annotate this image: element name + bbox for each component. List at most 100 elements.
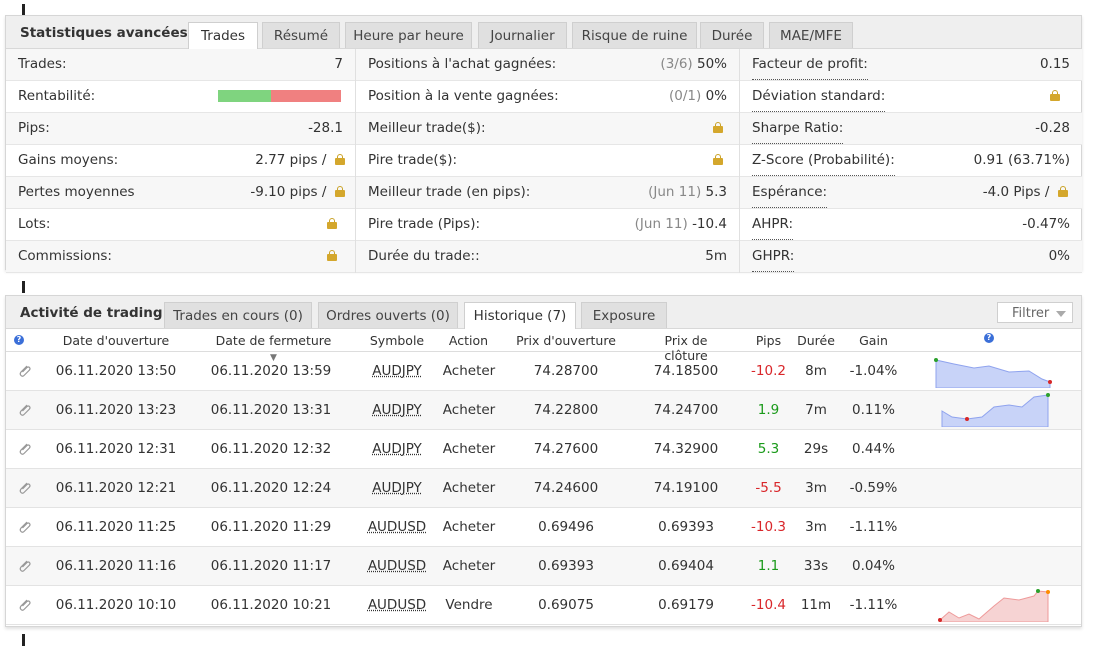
cell-duration: 11m — [800, 597, 832, 613]
stat-label-tooltip[interactable]: Z-Score (Probabilité): — [752, 145, 895, 176]
table-row[interactable]: 06.11.2020 13:50 06.11.2020 13:59 AUDJPY… — [6, 352, 1081, 391]
stats-column-trades: Positions à l'achat gagnées: (3/6) 50% P… — [355, 49, 739, 273]
cell-symbol-link[interactable]: AUDUSD — [367, 519, 427, 535]
stat-note: (3/6) — [660, 56, 693, 72]
lock-icon[interactable] — [1058, 186, 1068, 197]
stat-value: 5m — [705, 248, 727, 264]
col-close-date[interactable]: Date de fermeture ▼ — [211, 333, 336, 363]
stat-row-trades: Trades: 7 — [6, 49, 355, 81]
tab-exposure[interactable]: Exposure — [581, 302, 667, 328]
paperclip-icon[interactable] — [18, 598, 32, 612]
col-open-price[interactable]: Prix d'ouverture — [516, 333, 616, 348]
table-row[interactable]: 06.11.2020 11:16 06.11.2020 11:17 AUDUSD… — [6, 547, 1081, 586]
stat-value-text: 5.3 — [705, 184, 727, 200]
help-icon[interactable]: ? — [14, 335, 24, 345]
tab-daily[interactable]: Journalier — [478, 22, 567, 48]
stat-row-trade-duration: Durée du trade:: 5m — [356, 241, 739, 273]
cell-gain: -1.04% — [849, 363, 898, 379]
stat-label: Rentabilité: — [18, 88, 96, 104]
profitability-bar — [218, 90, 341, 102]
stat-value: 2.77 pips / — [255, 145, 345, 175]
stat-row-worst-trade-pips: Pire trade (Pips): (Jun 11) -10.4 — [356, 209, 739, 241]
cell-close-price: 74.18500 — [653, 363, 719, 379]
cell-symbol-link[interactable]: AUDJPY — [372, 402, 422, 418]
table-row[interactable]: 06.11.2020 12:31 06.11.2020 12:32 AUDJPY… — [6, 430, 1081, 469]
stat-value: 7 — [334, 56, 343, 72]
stat-label-tooltip[interactable]: Facteur de profit: — [752, 49, 868, 80]
tab-open-orders[interactable]: Ordres ouverts (0) — [318, 302, 458, 328]
lock-icon[interactable] — [713, 154, 723, 165]
sparkline-end-dot — [1048, 380, 1052, 384]
cell-close-date: 06.11.2020 11:17 — [210, 558, 332, 574]
stat-value: 0.15 — [1039, 56, 1070, 72]
col-pips[interactable]: Pips — [755, 333, 782, 348]
paperclip-icon[interactable] — [18, 442, 32, 456]
table-row[interactable]: 06.11.2020 11:25 06.11.2020 11:29 AUDUSD… — [6, 508, 1081, 547]
lock-icon[interactable] — [1050, 90, 1060, 101]
tab-mae-mfe[interactable]: MAE/MFE — [769, 22, 853, 48]
paperclip-icon[interactable] — [18, 364, 32, 378]
tab-hourly[interactable]: Heure par heure — [345, 22, 472, 48]
col-close-price[interactable]: Prix de clôture — [664, 333, 708, 363]
stat-row-expectancy: Espérance: -4.0 Pips / — [740, 177, 1082, 209]
cell-pips: 5.3 — [757, 441, 780, 457]
stat-label-tooltip[interactable]: Déviation standard: — [752, 81, 886, 112]
paperclip-icon[interactable] — [18, 403, 32, 417]
sort-desc-icon: ▼ — [270, 353, 277, 363]
tab-resume[interactable]: Résumé — [262, 22, 340, 48]
stat-value-text: 0% — [705, 88, 727, 104]
paperclip-icon[interactable] — [18, 559, 32, 573]
col-close-date-label: Date de fermeture — [215, 333, 332, 348]
cell-pips: -10.3 — [751, 519, 786, 535]
stat-value: (0/1) 0% — [669, 81, 727, 111]
cell-symbol-link[interactable]: AUDUSD — [367, 597, 427, 613]
stat-row-avg-gains: Gains moyens: 2.77 pips / — [6, 145, 355, 177]
paperclip-icon[interactable] — [18, 481, 32, 495]
lock-icon[interactable] — [335, 186, 345, 197]
stats-column-general: Trades: 7 Rentabilité: Pips: -28.1 Gains… — [6, 49, 355, 273]
tab-history[interactable]: Historique (7) — [464, 302, 576, 329]
stat-label-tooltip[interactable]: Espérance: — [752, 177, 828, 208]
section-marker — [22, 281, 25, 293]
stat-row-worst-trade-usd: Pire trade($): — [356, 145, 739, 177]
sparkline-min-dot — [965, 417, 969, 421]
panel-title: Statistiques avancées — [20, 25, 188, 41]
tab-duration[interactable]: Durée — [700, 22, 764, 48]
cell-open-date: 06.11.2020 11:16 — [55, 558, 177, 574]
stat-label: Positions à l'achat gagnées: — [368, 56, 557, 72]
cell-symbol-link[interactable]: AUDJPY — [372, 363, 422, 379]
tab-ruin-risk[interactable]: Risque de ruine — [572, 22, 697, 48]
col-action[interactable]: Action — [448, 333, 489, 348]
table-row[interactable]: 06.11.2020 13:23 06.11.2020 13:31 AUDJPY… — [6, 391, 1081, 430]
col-gain[interactable]: Gain — [859, 333, 888, 348]
col-open-date[interactable]: Date d'ouverture — [62, 333, 170, 348]
filter-button[interactable]: Filtrer — [997, 302, 1073, 323]
lock-icon[interactable] — [713, 122, 723, 133]
stat-label-tooltip[interactable]: GHPR: — [752, 241, 795, 272]
lock-icon[interactable] — [327, 218, 337, 229]
stat-label-tooltip[interactable]: AHPR: — [752, 209, 794, 240]
cell-gain: -1.11% — [849, 519, 898, 535]
col-duration[interactable]: Durée — [797, 333, 835, 348]
col-symbol[interactable]: Symbole — [369, 333, 425, 348]
stat-row-std-deviation: Déviation standard: — [740, 81, 1082, 113]
cell-symbol-link[interactable]: AUDJPY — [372, 441, 422, 457]
cell-symbol-link[interactable]: AUDUSD — [367, 558, 427, 574]
cell-action: Acheter — [442, 441, 496, 457]
lock-icon[interactable] — [335, 154, 345, 165]
stat-label-tooltip[interactable]: Sharpe Ratio: — [752, 113, 844, 144]
help-icon[interactable]: ? — [984, 333, 994, 343]
stat-label: Position à la vente gagnées: — [368, 88, 559, 104]
tab-trades[interactable]: Trades — [188, 22, 258, 49]
stat-label: Commissions: — [18, 248, 112, 264]
cell-pips: -10.2 — [751, 363, 786, 379]
cell-close-date: 06.11.2020 11:29 — [210, 519, 332, 535]
paperclip-icon[interactable] — [18, 520, 32, 534]
cell-symbol-link[interactable]: AUDJPY — [372, 480, 422, 496]
table-row[interactable]: 06.11.2020 12:21 06.11.2020 12:24 AUDJPY… — [6, 469, 1081, 508]
stat-row-sharpe-ratio: Sharpe Ratio: -0.28 — [740, 113, 1082, 145]
lock-icon[interactable] — [327, 250, 337, 261]
cell-close-price: 0.69179 — [658, 597, 714, 613]
tab-open-trades[interactable]: Trades en cours (0) — [164, 302, 312, 328]
table-row[interactable]: 06.11.2020 10:10 06.11.2020 10:21 AUDUSD… — [6, 586, 1081, 625]
